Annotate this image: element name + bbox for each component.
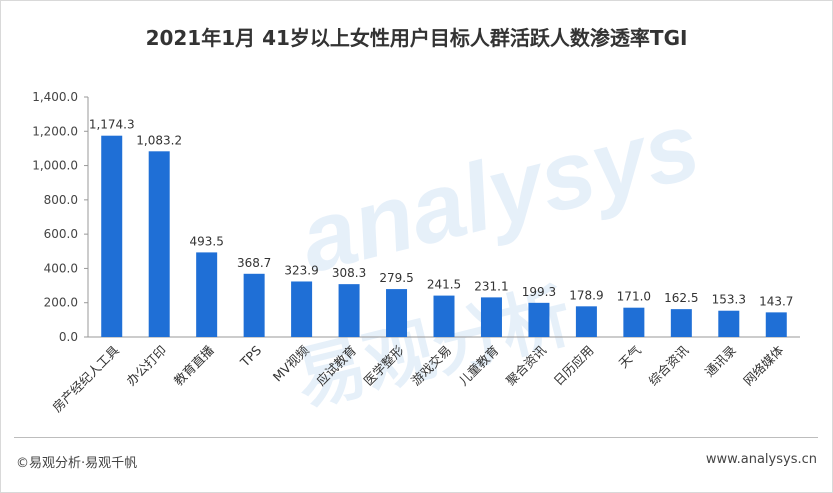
watermark-text-en: analysys (290, 91, 709, 293)
bar-value-label: 323.9 (284, 263, 318, 277)
bar-value-label: 153.3 (712, 293, 746, 307)
bar (433, 295, 455, 337)
bar (196, 252, 218, 337)
x-category-label: 办公打印 (123, 343, 169, 389)
footer-source: ©易观分析·易观千帆 (16, 456, 138, 471)
bar-value-label: 368.7 (237, 256, 271, 270)
bar-value-label: 493.5 (189, 234, 223, 248)
bar-value-label: 279.5 (379, 271, 413, 285)
bar (480, 297, 502, 337)
y-tick-label: 1,200.0 (32, 124, 78, 138)
x-category-label: 天气 (616, 342, 645, 371)
bar-value-label: 178.9 (569, 288, 603, 302)
x-category-label: TPS (237, 342, 265, 370)
y-tick-label: 0.0 (59, 330, 78, 344)
bar (670, 309, 692, 337)
bar (575, 306, 597, 337)
bar-value-label: 1,083.2 (136, 133, 182, 147)
x-category-label: 房产经纪人工具 (49, 342, 122, 415)
y-tick-label: 1,000.0 (32, 159, 78, 173)
x-category-label: 综合资讯 (645, 342, 691, 388)
y-tick-label: 200.0 (44, 296, 78, 310)
x-category-label: 通讯录 (702, 343, 739, 380)
y-tick-label: 1,400.0 (32, 90, 78, 104)
bar-value-label: 231.1 (474, 279, 508, 293)
bar-value-label: 1,174.3 (89, 118, 135, 132)
watermark: analysys 易观分析 (288, 91, 710, 421)
bar-value-label: 199.3 (522, 285, 556, 299)
bar-value-label: 308.3 (332, 266, 366, 280)
y-tick-label: 800.0 (44, 193, 78, 207)
chart-title: 2021年1月 41岁以上女性用户目标人群活跃人数渗透率TGI (145, 26, 688, 50)
bar-value-label: 162.5 (664, 291, 698, 305)
bar (623, 307, 645, 337)
bar (291, 281, 313, 337)
footer-divider (14, 437, 818, 438)
bar (148, 151, 170, 337)
y-tick-label: 400.0 (44, 261, 78, 275)
bar (101, 135, 123, 337)
bar (386, 289, 408, 337)
x-category-label: 网络媒体 (740, 342, 786, 388)
bar-value-label: 143.7 (759, 294, 793, 308)
x-category-label: 教育直播 (171, 342, 217, 388)
bar (243, 273, 265, 337)
bar (718, 310, 740, 337)
y-tick-label: 600.0 (44, 227, 78, 241)
bar (528, 302, 550, 337)
bar (765, 312, 787, 337)
bar-value-label: 171.0 (617, 290, 651, 304)
footer-website[interactable]: www.analysys.cn (705, 452, 817, 467)
bar-value-label: 241.5 (427, 278, 461, 292)
bar (338, 284, 360, 337)
